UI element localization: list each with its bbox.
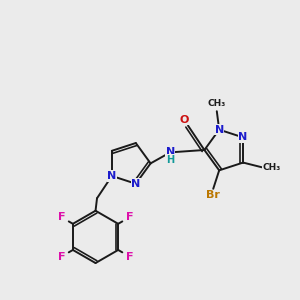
- Text: Br: Br: [206, 190, 220, 200]
- Text: F: F: [126, 212, 134, 222]
- Text: F: F: [126, 252, 134, 262]
- Text: N: N: [131, 179, 140, 189]
- Text: N: N: [107, 171, 116, 181]
- Text: O: O: [180, 115, 189, 125]
- Text: F: F: [58, 252, 65, 262]
- Text: N: N: [166, 147, 175, 158]
- Text: N: N: [238, 132, 248, 142]
- Text: N: N: [214, 124, 224, 135]
- Text: H: H: [166, 155, 174, 165]
- Text: F: F: [58, 212, 65, 222]
- Text: CH₃: CH₃: [263, 164, 281, 172]
- Text: CH₃: CH₃: [208, 99, 226, 108]
